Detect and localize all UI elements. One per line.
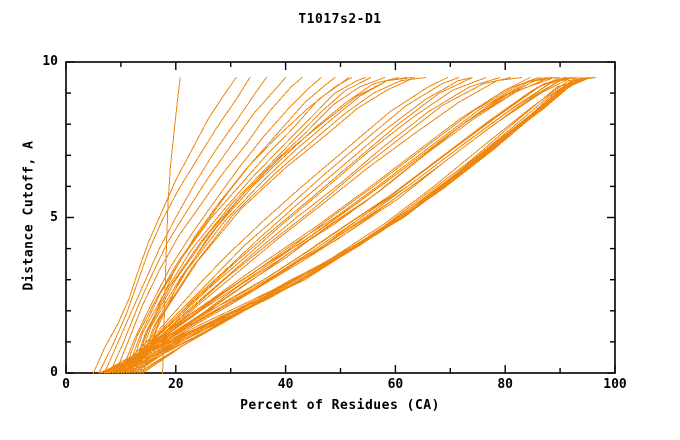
data-series-line [136, 77, 413, 374]
axis-ticks [65, 61, 616, 374]
data-series-line [128, 77, 512, 374]
chart-title: T1017s2-D1 [298, 12, 382, 27]
data-series-line [103, 77, 565, 374]
data-series-line [92, 77, 237, 374]
data-series-line [131, 77, 372, 374]
data-series-line [103, 77, 267, 374]
data-series-line [123, 77, 473, 374]
data-series-line [112, 77, 572, 374]
data-series-line [136, 77, 427, 374]
data-series-group [92, 77, 597, 374]
x-tick-label: 80 [497, 377, 514, 392]
data-series-line [109, 77, 287, 374]
data-series-line [128, 77, 366, 374]
y-tick-label: 5 [50, 209, 58, 225]
data-series-line [134, 77, 399, 374]
data-series-line [142, 77, 407, 374]
data-series-line [117, 77, 558, 374]
x-tick-label: 100 [603, 377, 627, 392]
data-series-line [98, 77, 251, 374]
data-series-line [131, 77, 352, 374]
y-tick-label: 10 [42, 54, 58, 69]
data-series-line [120, 77, 473, 374]
data-series-line [109, 77, 531, 374]
data-series-line [125, 77, 487, 374]
data-series-line [103, 77, 569, 374]
x-tick-label: 40 [277, 377, 294, 392]
data-series-line [123, 77, 336, 374]
data-series-line [106, 77, 575, 374]
data-series-line [136, 77, 583, 374]
data-series-line [114, 77, 547, 374]
x-axis-label: Percent of Residues (CA) [240, 398, 440, 413]
data-series-line [103, 77, 591, 374]
data-series-line [112, 77, 539, 374]
x-tick-label: 0 [62, 377, 70, 392]
y-tick-label: 0 [50, 365, 58, 380]
data-series-line [125, 77, 501, 374]
data-series-line [106, 77, 572, 374]
data-series-line [114, 77, 303, 374]
data-series-line [117, 77, 460, 374]
x-tick-label: 20 [167, 377, 184, 392]
data-series-line [142, 77, 594, 374]
x-tick-label: 60 [387, 377, 404, 392]
data-series-line [120, 77, 322, 374]
data-series-line [139, 77, 416, 374]
